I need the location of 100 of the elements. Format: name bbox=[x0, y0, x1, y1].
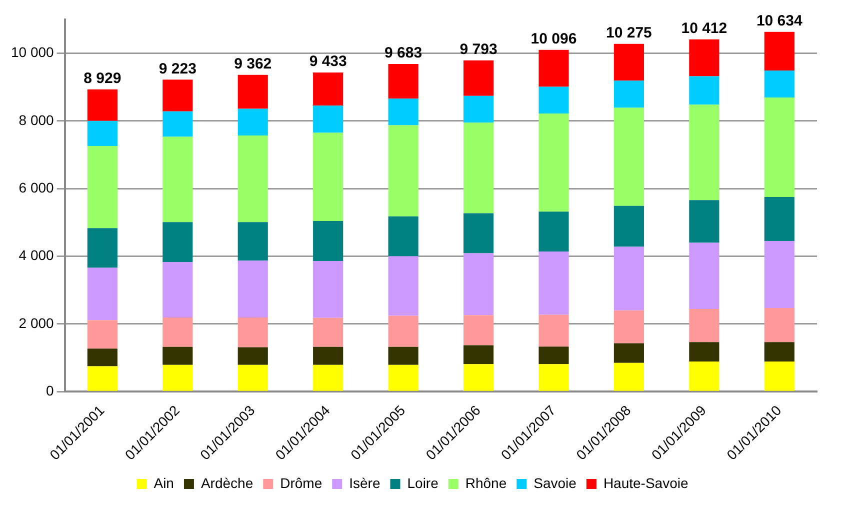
bar bbox=[238, 260, 268, 318]
total-label: 10 634 bbox=[756, 12, 803, 30]
bar bbox=[238, 222, 268, 261]
total-label: 10 096 bbox=[530, 30, 577, 48]
total-label: 9 683 bbox=[384, 44, 422, 62]
bar bbox=[764, 197, 794, 242]
legend-label: Ain bbox=[154, 474, 174, 491]
bar bbox=[538, 212, 569, 252]
bar bbox=[238, 347, 268, 365]
bar bbox=[764, 361, 794, 391]
bar bbox=[614, 362, 644, 391]
y-tick-label: 4 000 bbox=[18, 247, 54, 264]
bar bbox=[538, 252, 569, 315]
total-label: 9 433 bbox=[309, 53, 347, 70]
y-tick-label: 10 000 bbox=[10, 44, 54, 60]
bar bbox=[238, 135, 268, 222]
bar bbox=[614, 108, 644, 206]
bar bbox=[87, 268, 118, 320]
bar bbox=[162, 317, 193, 347]
bar bbox=[388, 64, 418, 99]
bar bbox=[614, 80, 644, 108]
bar bbox=[313, 221, 344, 261]
bar bbox=[388, 98, 418, 126]
bar bbox=[689, 309, 720, 342]
bar bbox=[538, 364, 569, 391]
legend-label: Savoie bbox=[534, 474, 577, 491]
bar bbox=[614, 310, 644, 344]
bar bbox=[764, 70, 794, 98]
bar bbox=[388, 346, 418, 365]
total-label: 8 929 bbox=[84, 70, 122, 88]
bar bbox=[388, 125, 418, 216]
bar bbox=[764, 98, 794, 198]
bar bbox=[87, 320, 118, 349]
legend-label: Isère bbox=[349, 474, 380, 491]
y-tick-label: 2 000 bbox=[18, 314, 54, 331]
bar bbox=[162, 80, 193, 112]
bar bbox=[313, 346, 344, 365]
bar bbox=[313, 318, 344, 347]
bar bbox=[538, 346, 569, 364]
total-label: 9 793 bbox=[460, 40, 498, 58]
bar bbox=[238, 74, 268, 109]
bar bbox=[238, 317, 268, 348]
legend-label: Drôme bbox=[280, 474, 322, 491]
legend-label: Loire bbox=[407, 474, 439, 491]
bar bbox=[538, 50, 569, 87]
total-label: 9 362 bbox=[234, 56, 272, 73]
bar bbox=[162, 262, 193, 318]
bar bbox=[463, 122, 494, 214]
bar bbox=[689, 104, 720, 200]
total-label: 10 275 bbox=[606, 24, 652, 42]
bar bbox=[238, 108, 268, 136]
bar bbox=[463, 213, 494, 254]
bar bbox=[162, 136, 193, 222]
bar bbox=[614, 246, 644, 310]
bar bbox=[614, 343, 644, 363]
bar bbox=[689, 361, 720, 391]
bar bbox=[87, 120, 118, 146]
bar bbox=[538, 113, 569, 212]
bar bbox=[463, 96, 494, 123]
bar bbox=[689, 242, 720, 310]
bar bbox=[689, 39, 720, 76]
bar bbox=[764, 241, 794, 308]
legend-label: Haute-Savoie bbox=[603, 474, 688, 491]
bar bbox=[463, 364, 494, 391]
bar bbox=[87, 348, 118, 366]
y-tick-label: 8 000 bbox=[18, 112, 54, 128]
bar bbox=[87, 146, 118, 228]
bar bbox=[764, 308, 794, 342]
bar bbox=[313, 106, 344, 133]
total-label: 9 223 bbox=[158, 60, 196, 78]
legend-label: Ardèche bbox=[200, 474, 254, 491]
y-tick-label: 0 bbox=[46, 382, 54, 398]
bar bbox=[313, 132, 344, 222]
bar bbox=[87, 228, 118, 268]
bar bbox=[689, 76, 720, 105]
bar bbox=[162, 111, 193, 137]
total-label: 10 412 bbox=[681, 20, 728, 38]
bar bbox=[614, 206, 644, 247]
bar bbox=[313, 260, 344, 318]
bar bbox=[764, 342, 794, 362]
bar bbox=[162, 364, 193, 391]
bar bbox=[388, 316, 418, 347]
bar bbox=[313, 72, 344, 106]
bar bbox=[463, 315, 494, 346]
bar bbox=[538, 314, 569, 347]
bar bbox=[388, 364, 418, 391]
bar bbox=[689, 342, 720, 362]
bar bbox=[162, 222, 193, 262]
bar bbox=[87, 89, 118, 121]
bar bbox=[463, 345, 494, 364]
bar bbox=[463, 253, 494, 316]
bar bbox=[388, 256, 418, 316]
bar bbox=[162, 346, 193, 365]
bar bbox=[388, 216, 418, 256]
bar bbox=[538, 86, 569, 114]
bar bbox=[463, 60, 494, 96]
legend-label: Rhône bbox=[465, 474, 507, 491]
bar bbox=[614, 44, 644, 81]
bar bbox=[238, 364, 268, 391]
bar bbox=[689, 200, 720, 243]
